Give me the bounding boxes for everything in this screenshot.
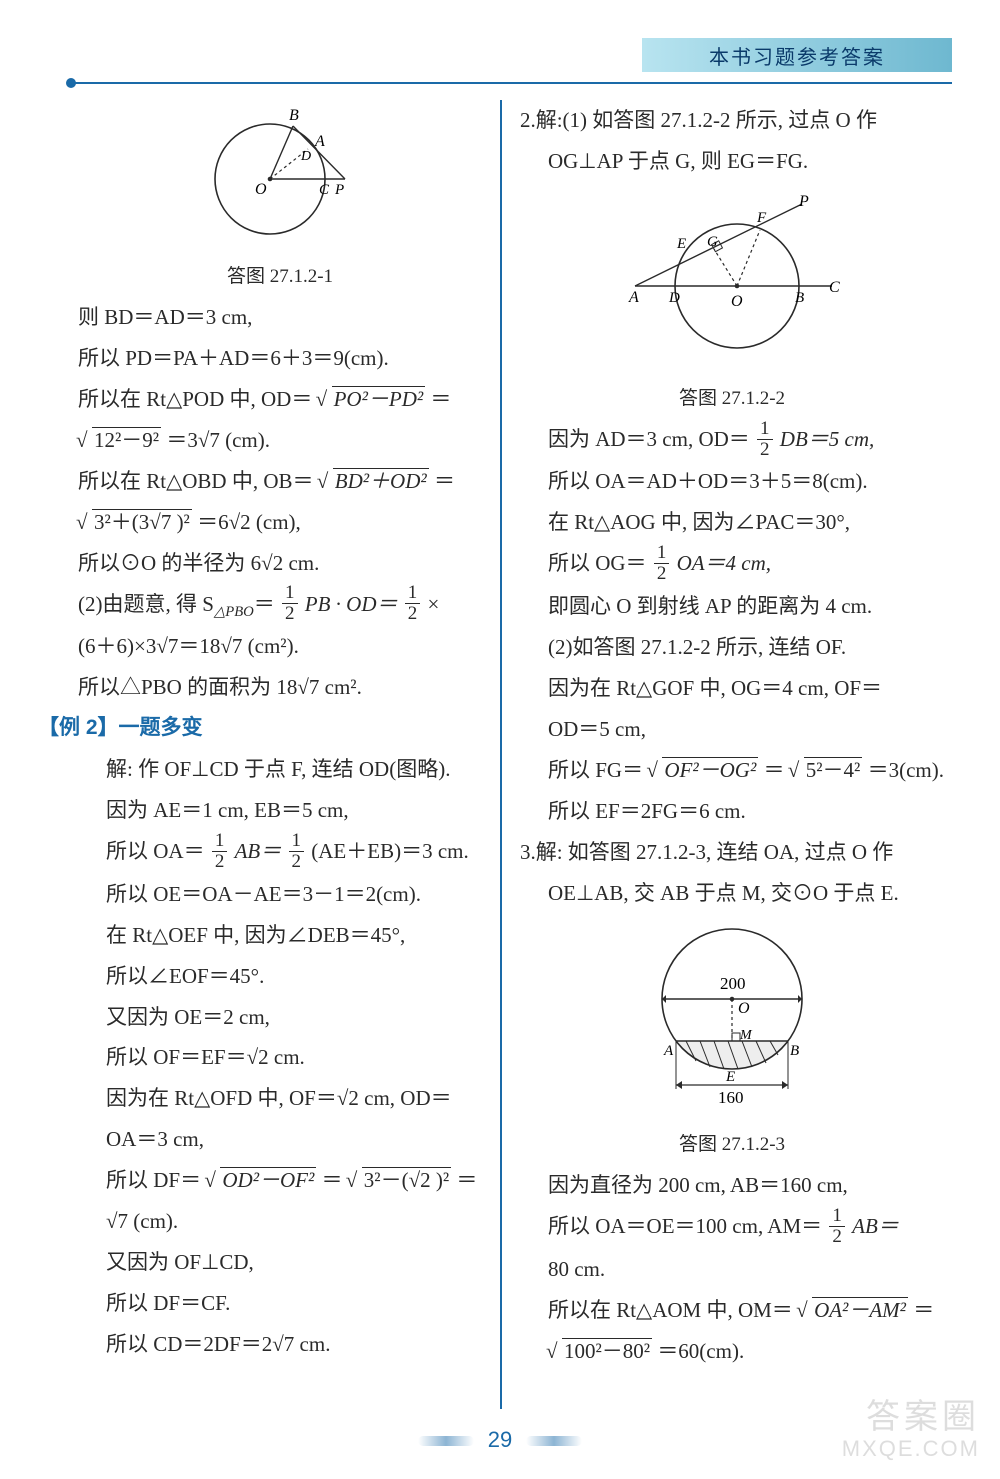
text-line: 2.解:(1) 如答图 27.1.2-2 所示, 过点 O 作: [520, 100, 944, 141]
page: 本书习题参考答案 B A D O C P: [0, 0, 1000, 1479]
text-line: 在 Rt△AOG 中, 因为∠PAC＝30°,: [520, 502, 944, 543]
text-line: 所以在 Rt△AOM 中, OM＝ OA²－AM² ＝: [520, 1290, 944, 1331]
svg-text:C: C: [829, 279, 840, 296]
svg-text:C: C: [319, 182, 330, 198]
svg-text:A: A: [314, 133, 325, 150]
fig3-label-200: 200: [720, 974, 746, 993]
svg-text:G: G: [707, 234, 718, 250]
text-line: 所以 DF＝CF.: [78, 1283, 482, 1324]
svg-text:D: D: [300, 149, 311, 164]
text-line: 所以在 Rt△OBD 中, OB＝ BD²＋OD² ＝: [78, 461, 482, 502]
text-line: 所以△PBO 的面积为 18√7 cm².: [78, 667, 482, 708]
text-line: 所以 FG＝ OF²－OG² ＝ 5²－4² ＝3(cm).: [520, 750, 944, 791]
svg-text:D: D: [668, 290, 680, 306]
header-rule: [70, 82, 952, 84]
figure-1: B A D O C P 答图 27.1.2-1: [78, 104, 482, 295]
example-2-heading: 【例 2】一题多变: [38, 708, 482, 749]
column-divider: [500, 100, 502, 1409]
text-line: √7 (cm).: [78, 1201, 482, 1242]
text-line: 所以 PD＝PA＋AD＝6＋3＝9(cm).: [78, 338, 482, 379]
header-title: 本书习题参考答案: [709, 41, 885, 70]
svg-text:B: B: [790, 1043, 799, 1059]
text-line: 100²－80² ＝60(cm).: [520, 1331, 944, 1372]
text-line: 又因为 OF⊥CD,: [78, 1242, 482, 1283]
svg-text:F: F: [756, 210, 767, 226]
svg-text:B: B: [289, 107, 299, 124]
figure-3-svg: 200 O M A B E 160: [622, 917, 842, 1112]
figure-2-svg: A D O B C E G F P: [617, 186, 847, 366]
text-line: 所以⊙O 的半径为 6√2 cm.: [78, 543, 482, 584]
text-line: 所以 OA＝ 12 AB＝ 12 (AE＋EB)＝3 cm.: [78, 831, 482, 874]
figure-2-caption: 答图 27.1.2-2: [520, 380, 944, 417]
text-line: (2)如答图 27.1.2-2 所示, 连结 OF.: [520, 627, 944, 668]
text-line: 即圆心 O 到射线 AP 的距离为 4 cm.: [520, 586, 944, 627]
text-line: 3.解: 如答图 27.1.2-3, 连结 OA, 过点 O 作: [520, 832, 944, 873]
text-line: OD＝5 cm,: [520, 709, 944, 750]
figure-1-svg: B A D O C P: [185, 104, 375, 244]
svg-text:E: E: [725, 1069, 735, 1085]
svg-text:M: M: [739, 1028, 753, 1043]
svg-text:P: P: [798, 193, 809, 210]
text-line: (6＋6)×3√7＝18√7 (cm²).: [78, 626, 482, 667]
figure-1-caption: 答图 27.1.2-1: [78, 258, 482, 295]
text-line: 所以 OA＝OE＝100 cm, AM＝ 12 AB＝: [520, 1206, 944, 1249]
svg-text:E: E: [676, 236, 686, 252]
text-line: 80 cm.: [520, 1249, 944, 1290]
text-line: OE⊥AB, 交 AB 于点 M, 交⊙O 于点 E.: [520, 873, 944, 914]
figure-2: A D O B C E G F P 答图 27.1.2-2: [520, 186, 944, 417]
text-line: 所以在 Rt△POD 中, OD＝ PO²－PD² ＝: [78, 379, 482, 420]
page-number-value: 29: [488, 1427, 512, 1452]
text-line: 所以 OE＝OA－AE＝3－1＝2(cm).: [78, 874, 482, 915]
header-title-bar: 本书习题参考答案: [642, 38, 952, 72]
text-line: 因为直径为 200 cm, AB＝160 cm,: [520, 1165, 944, 1206]
text-line: 因为 AD＝3 cm, OD＝ 12 DB＝5 cm,: [520, 419, 944, 462]
svg-text:B: B: [795, 290, 804, 306]
text-line: OA＝3 cm,: [78, 1119, 482, 1160]
text-line: (2)由题意, 得 S△PBO＝ 12 PB · OD＝ 12 ×: [78, 584, 482, 627]
svg-text:O: O: [738, 1000, 750, 1017]
text-line: 则 BD＝AD＝3 cm,: [78, 297, 482, 338]
text-line: 12²－9² ＝3√7 (cm).: [78, 420, 482, 461]
text-line: 所以 CD＝2DF＝2√7 cm.: [78, 1324, 482, 1365]
page-header: 本书习题参考答案: [432, 38, 952, 78]
text-line: 因为在 Rt△GOF 中, OG＝4 cm, OF＝: [520, 668, 944, 709]
svg-text:O: O: [731, 293, 743, 310]
page-num-decor: [526, 1436, 582, 1446]
text-line: OG⊥AP 于点 G, 则 EG＝FG.: [520, 141, 944, 182]
text-line: 解: 作 OF⊥CD 于点 F, 连结 OD(图略).: [78, 749, 482, 790]
header-rule-dot: [66, 78, 76, 88]
text-line: 3²＋(3√7 )² ＝6√2 (cm),: [78, 502, 482, 543]
text-line: 又因为 OE＝2 cm,: [78, 997, 482, 1038]
left-column: B A D O C P 答图 27.1.2-1 则 BD＝AD＝3 cm, 所以…: [78, 100, 482, 1409]
svg-text:A: A: [663, 1043, 674, 1059]
watermark-cn: 答案圈: [842, 1399, 980, 1436]
text-line: 在 Rt△OEF 中, 因为∠DEB＝45°,: [78, 915, 482, 956]
text-line: 所以 OG＝ 12 OA＝4 cm,: [520, 543, 944, 586]
text-line: 因为在 Rt△OFD 中, OF＝√2 cm, OD＝: [78, 1078, 482, 1119]
page-num-decor: [418, 1436, 474, 1446]
watermark: 答案圈 MXQE.COM: [842, 1399, 980, 1461]
text-line: 所以∠EOF＝45°.: [78, 956, 482, 997]
svg-text:P: P: [334, 182, 344, 198]
figure-3-caption: 答图 27.1.2-3: [520, 1126, 944, 1163]
text-line: 因为 AE＝1 cm, EB＝5 cm,: [78, 790, 482, 831]
text-line: 所以 DF＝ OD²－OF² ＝ 3²－(√2 )² ＝: [78, 1160, 482, 1201]
svg-text:A: A: [628, 289, 639, 306]
figure-3: 200 O M A B E 160 答图 27.1.2-3: [520, 917, 944, 1163]
svg-text:O: O: [255, 181, 267, 198]
watermark-en: MXQE.COM: [842, 1437, 980, 1461]
columns: B A D O C P 答图 27.1.2-1 则 BD＝AD＝3 cm, 所以…: [78, 100, 944, 1409]
text-line: 所以 OA＝AD＋OD＝3＋5＝8(cm).: [520, 461, 944, 502]
text-line: 所以 OF＝EF＝√2 cm.: [78, 1037, 482, 1078]
fig3-label-160: 160: [718, 1088, 744, 1107]
right-column: 2.解:(1) 如答图 27.1.2-2 所示, 过点 O 作 OG⊥AP 于点…: [520, 100, 944, 1409]
text-line: 所以 EF＝2FG＝6 cm.: [520, 791, 944, 832]
